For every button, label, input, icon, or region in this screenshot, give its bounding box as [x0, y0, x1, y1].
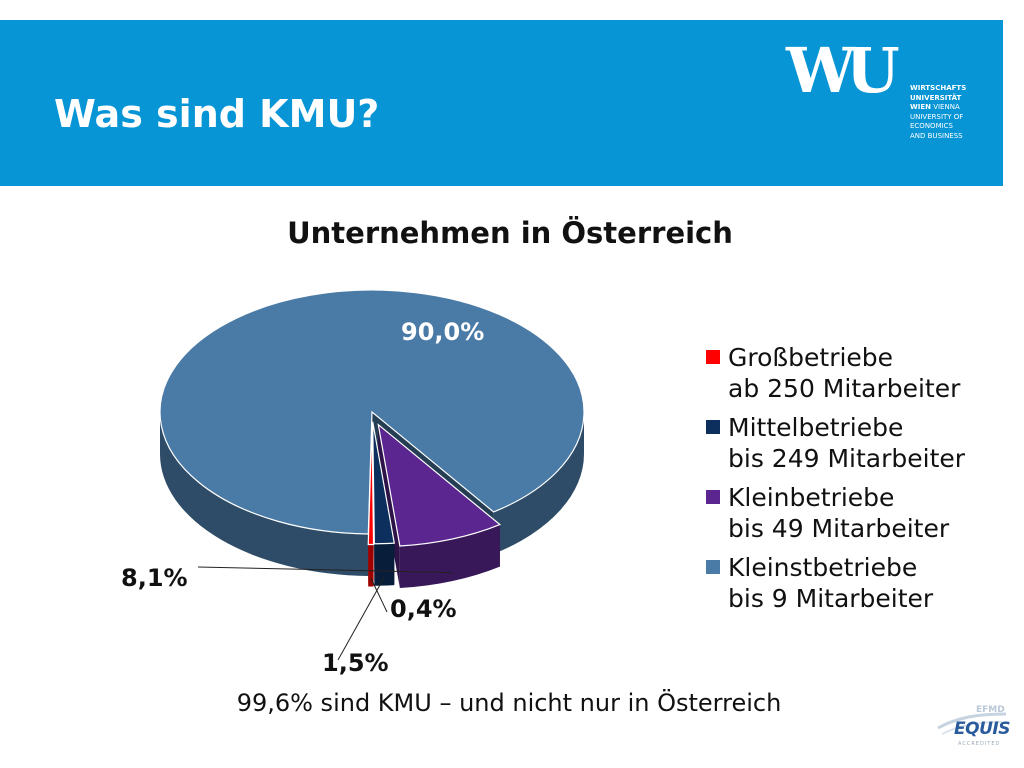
slice-top-face [377, 423, 502, 547]
slice-cut-wall [378, 424, 400, 589]
slice-side-wall [368, 544, 374, 587]
slice-label-grossbetriebe: 0,4% [390, 595, 457, 623]
slice-side-wall [374, 543, 395, 586]
slice-label-kleinbetriebe: 8,1% [121, 564, 188, 592]
title-banner [0, 20, 1003, 186]
legend-swatch [706, 560, 720, 574]
slice-top-face [159, 289, 585, 535]
pie-slice-gro-betriebe [367, 422, 375, 587]
legend-swatch [706, 420, 720, 434]
legend-label: Kleinstbetriebe bis 9 Mitarbeiter [728, 553, 934, 613]
equis-bottom-text: ACCREDITED [958, 741, 1001, 747]
slice-label-kleinstbetriebe: 90,0% [401, 318, 485, 346]
slice-side-wall [493, 412, 584, 554]
wu-logo-letters: WU [786, 34, 900, 107]
pie-slice-mittelbetriebe [372, 421, 395, 586]
legend-label: Mittelbetriebe bis 249 Mitarbeiter [728, 413, 966, 473]
chart-title: Unternehmen in Österreich [287, 216, 733, 250]
slide-title: Was sind KMU? [54, 92, 380, 136]
footer-note: 99,6% sind KMU – und nicht nur in Österr… [236, 689, 782, 717]
legend-label: Kleinbetriebe bis 49 Mitarbeiter [728, 483, 950, 543]
slice-top-face [372, 421, 395, 545]
equis-top-text: EFMD [976, 705, 1005, 715]
leader-line [370, 577, 388, 613]
legend-swatch [706, 350, 720, 364]
equis-word: EQUIS [954, 719, 1010, 739]
legend-label: Großbetriebe ab 250 Mitarbeiter [728, 343, 961, 403]
leader-line [337, 576, 385, 661]
legend-swatch [706, 490, 720, 504]
slice-side-wall [160, 412, 369, 576]
wu-logo: WU WIRTSCHAFTS UNIVERSITÄT WIEN VIENNA U… [786, 40, 986, 150]
wu-logo-text: WIRTSCHAFTS UNIVERSITÄT WIEN VIENNA UNIV… [910, 84, 967, 140]
slice-label-mittelbetriebe: 1,5% [322, 649, 389, 677]
equis-swoosh-icon [937, 712, 1007, 735]
slice-top-face [367, 422, 375, 546]
equis-accreditation-logo: EFMD EQUIS ACCREDITED [936, 700, 1022, 756]
leader-line [197, 566, 453, 574]
